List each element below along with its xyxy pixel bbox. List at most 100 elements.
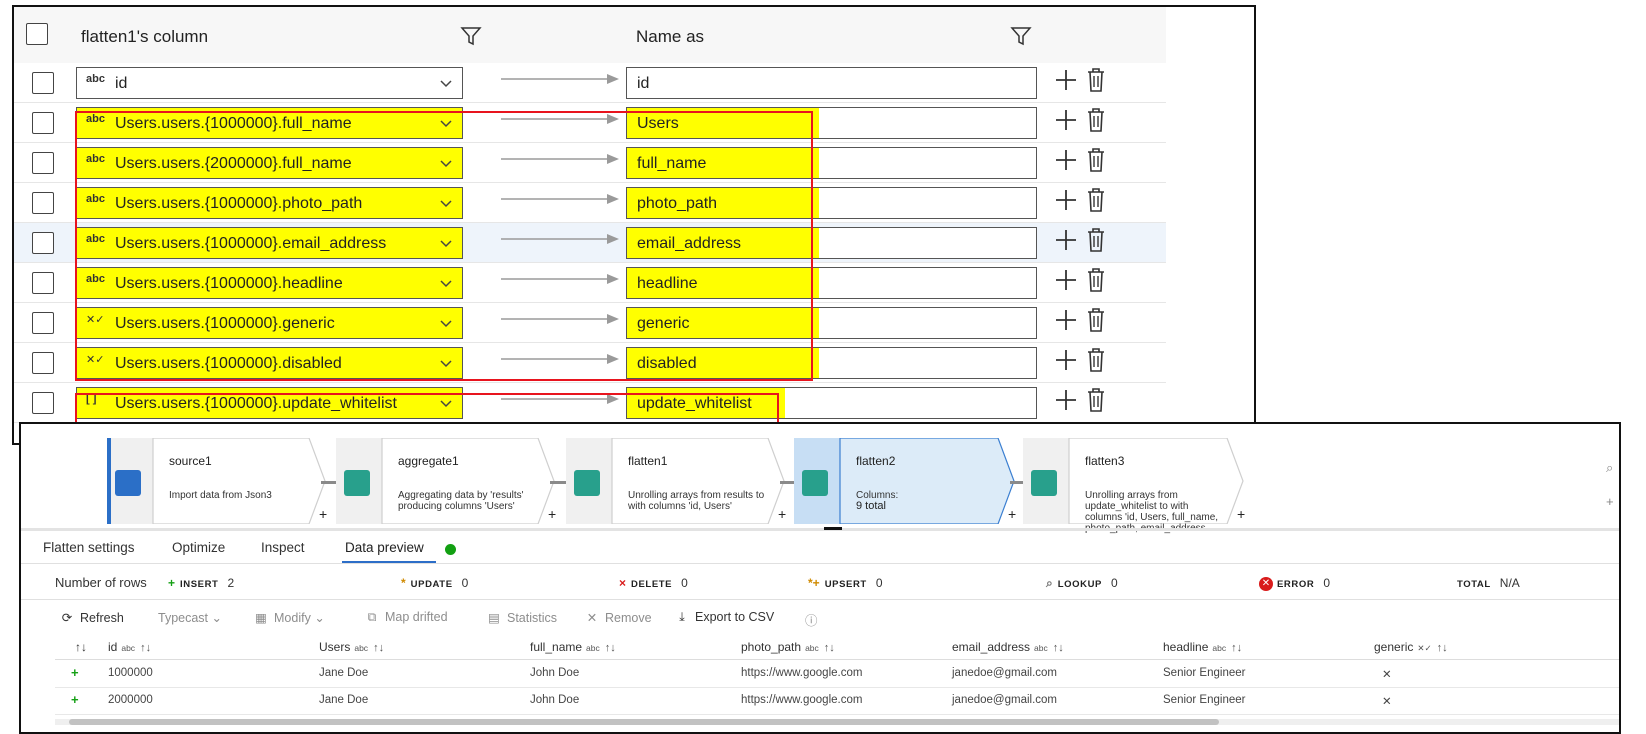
modify-button[interactable]: ▦ Modify ⌄ [253, 610, 325, 625]
sort-icon[interactable]: ↑↓ [1436, 642, 1448, 654]
tab-inspect[interactable]: Inspect [261, 540, 305, 555]
name-as-input[interactable]: disabled [626, 347, 1037, 379]
export-csv-button[interactable]: ⤓ Export to CSV [674, 610, 774, 625]
scrollbar-thumb[interactable] [69, 719, 1219, 725]
row-checkbox[interactable] [32, 72, 54, 94]
sort-icon[interactable]: ↑↓ [1052, 642, 1064, 654]
sort-icon[interactable]: ↑↓ [373, 642, 385, 654]
add-mapping-button[interactable] [1054, 148, 1078, 172]
source-column-select[interactable]: abc id [76, 67, 463, 99]
name-as-input[interactable]: email_address [626, 227, 1037, 259]
add-mapping-button[interactable] [1054, 268, 1078, 292]
trash-icon[interactable] [1085, 147, 1107, 173]
remove-button[interactable]: ✕ Remove [584, 610, 652, 625]
sort-icon[interactable]: ↑↓ [75, 640, 87, 654]
source-column-select[interactable]: [ ] Users.users.{1000000}.update_whiteli… [76, 387, 463, 419]
trash-icon[interactable] [1085, 267, 1107, 293]
add-transform-icon[interactable]: + [778, 506, 787, 522]
flow-node-flatten2[interactable]: flatten2 Columns: 9 total + [794, 438, 1016, 524]
row-checkbox[interactable] [32, 112, 54, 134]
tab-flatten-settings[interactable]: Flatten settings [43, 540, 135, 555]
source-column-select[interactable]: ✕✓ Users.users.{1000000}.generic [76, 307, 463, 339]
mapping-row: abc Users.users.{1000000}.photo_path pho… [14, 183, 1166, 223]
name-as-input[interactable]: full_name [626, 147, 1037, 179]
typecast-button[interactable]: Typecast ⌄ [158, 611, 222, 625]
download-icon: ⤓ [679, 610, 685, 624]
insert-icon: + [71, 665, 79, 680]
info-icon[interactable]: ⓘ [805, 614, 818, 628]
add-transform-icon[interactable]: + [548, 506, 557, 522]
source-column-select[interactable]: abc Users.users.{2000000}.full_name [76, 147, 463, 179]
row-checkbox[interactable] [32, 352, 54, 374]
add-mapping-button[interactable] [1054, 108, 1078, 132]
sort-icon[interactable]: ↑↓ [604, 642, 616, 654]
name-as-input[interactable]: generic [626, 307, 1037, 339]
map-drifted-button[interactable]: ⧉ Map drifted [364, 610, 448, 625]
name-as-input[interactable]: Users [626, 107, 1037, 139]
name-as-input[interactable]: id [626, 67, 1037, 99]
trash-icon[interactable] [1085, 67, 1107, 93]
tab-data-preview[interactable]: Data preview [345, 540, 424, 555]
trash-icon[interactable] [1085, 347, 1107, 373]
search-icon[interactable]: ⌕ [1606, 460, 1614, 475]
row-checkbox[interactable] [32, 192, 54, 214]
name-as-input[interactable]: photo_path [626, 187, 1037, 219]
source-column-select[interactable]: ✕✓ Users.users.{1000000}.disabled [76, 347, 463, 379]
tab-bar: Flatten settings Optimize Inspect Data p… [21, 534, 1619, 564]
column-header-headline[interactable]: headline abc ↑↓ [1163, 640, 1243, 654]
refresh-button[interactable]: ⟳ Refresh [59, 610, 124, 625]
source-column-value: Users.users.{1000000}.email_address [115, 235, 387, 252]
row-checkbox[interactable] [32, 232, 54, 254]
name-as-input[interactable]: headline [626, 267, 1037, 299]
source-column-select[interactable]: abc Users.users.{1000000}.photo_path [76, 187, 463, 219]
add-icon[interactable]: + [1606, 494, 1614, 509]
sort-icon[interactable]: ↑↓ [823, 642, 835, 654]
add-transform-icon[interactable]: + [1237, 506, 1246, 522]
statistics-button[interactable]: ▤ Statistics [486, 610, 557, 625]
add-mapping-button[interactable] [1054, 228, 1078, 252]
add-transform-icon[interactable]: + [1008, 506, 1017, 522]
row-checkbox[interactable] [32, 392, 54, 414]
horizontal-scrollbar[interactable] [55, 719, 1619, 725]
filter-icon[interactable] [460, 25, 482, 47]
filter-icon[interactable] [1010, 25, 1032, 47]
column-header-Users[interactable]: Users abc ↑↓ [319, 640, 385, 654]
flow-node-source1[interactable]: source1 Import data from Json3 + [107, 438, 327, 524]
add-mapping-button[interactable] [1054, 388, 1078, 412]
resize-handle[interactable] [824, 527, 842, 530]
source-column-select[interactable]: abc Users.users.{1000000}.full_name [76, 107, 463, 139]
column-header-id[interactable]: id abc ↑↓ [108, 640, 152, 654]
row-checkbox[interactable] [32, 312, 54, 334]
trash-icon[interactable] [1085, 227, 1107, 253]
trash-icon[interactable] [1085, 107, 1107, 133]
flow-node-flatten1[interactable]: flatten1 Unrolling arrays from results t… [566, 438, 786, 524]
source-column-select[interactable]: abc Users.users.{1000000}.email_address [76, 227, 463, 259]
column-header-email_address[interactable]: email_address abc ↑↓ [952, 640, 1064, 654]
select-all-checkbox[interactable] [26, 23, 48, 45]
column-header-full_name[interactable]: full_name abc ↑↓ [530, 640, 616, 654]
table-cell: ✕ [1382, 696, 1392, 708]
add-mapping-button[interactable] [1054, 308, 1078, 332]
add-transform-icon[interactable]: + [319, 506, 328, 522]
upsert-icon: *+ [808, 576, 820, 590]
tab-optimize[interactable]: Optimize [172, 540, 226, 555]
name-as-input[interactable]: update_whitelist [626, 387, 1037, 419]
row-checkbox[interactable] [32, 152, 54, 174]
canvas-tools[interactable]: ⌕ + [1606, 460, 1619, 520]
panel-divider[interactable] [21, 528, 1619, 531]
sort-icon[interactable]: ↑↓ [1231, 642, 1243, 654]
column-header-generic[interactable]: generic ✕✓ ↑↓ [1374, 640, 1448, 654]
flow-node-flatten3[interactable]: flatten3 Unrolling arrays from update_wh… [1023, 438, 1246, 534]
table-row: +2000000 Jane Doe John Doe https://www.goog… [55, 688, 1619, 715]
sort-icon[interactable]: ↑↓ [140, 642, 152, 654]
trash-icon[interactable] [1085, 307, 1107, 333]
add-mapping-button[interactable] [1054, 348, 1078, 372]
add-mapping-button[interactable] [1054, 188, 1078, 212]
row-checkbox[interactable] [32, 272, 54, 294]
column-header-photo_path[interactable]: photo_path abc ↑↓ [741, 640, 835, 654]
add-mapping-button[interactable] [1054, 68, 1078, 92]
flow-node-aggregate1[interactable]: aggregate1 Aggregating data by 'results'… [336, 438, 556, 524]
trash-icon[interactable] [1085, 387, 1107, 413]
trash-icon[interactable] [1085, 187, 1107, 213]
source-column-select[interactable]: abc Users.users.{1000000}.headline [76, 267, 463, 299]
